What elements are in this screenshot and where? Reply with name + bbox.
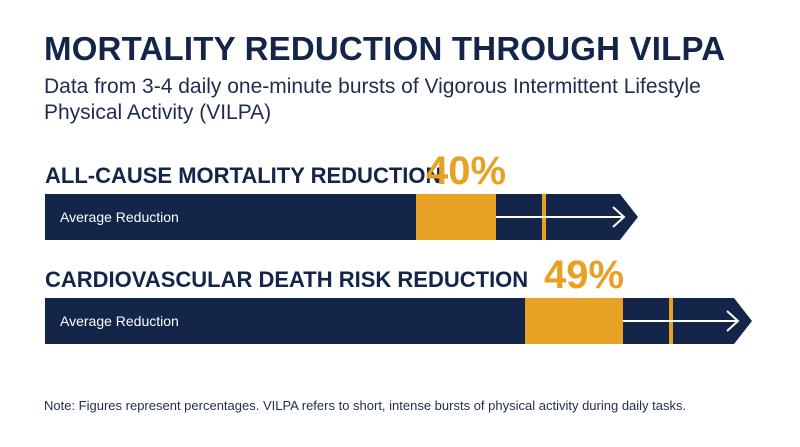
bar-value-2: [525, 298, 623, 344]
value-label-2: 49%: [544, 253, 624, 297]
category-label-2: CARDIOVASCULAR DEATH RISK REDUCTION: [45, 267, 528, 292]
chart-title: MORTALITY REDUCTION THROUGH VILPA: [44, 30, 726, 67]
chart-subtitle: Data from 3-4 daily one-minute bursts of…: [44, 75, 701, 124]
bar-text-1: Average Reduction: [60, 209, 179, 225]
bar-value-1: [416, 194, 496, 240]
bar-arrow-head-2: [726, 310, 740, 332]
category-label-1: ALL-CAUSE MORTALITY REDUCTION: [45, 163, 441, 188]
bar-text-2: Average Reduction: [60, 313, 179, 329]
value-label-1: 40%: [426, 149, 506, 193]
bar-arrow-head-1: [612, 206, 626, 228]
footnote: Note: Figures represent percentages. VIL…: [44, 398, 687, 413]
